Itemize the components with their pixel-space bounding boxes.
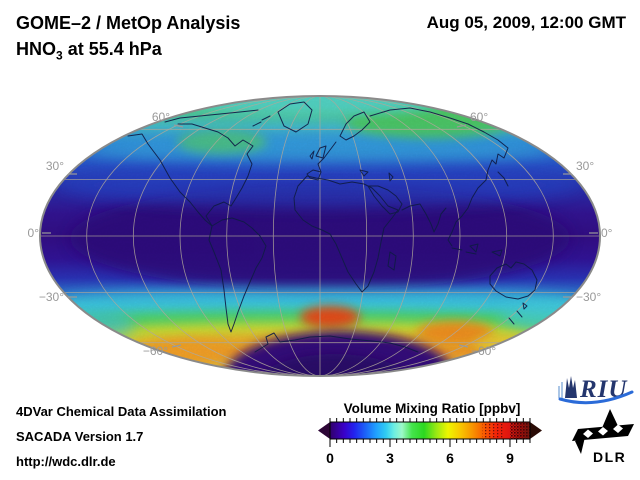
svg-text:0: 0: [326, 450, 334, 466]
timestamp: Aug 05, 2009, 12:00 GMT: [426, 13, 626, 32]
lat-label-30n-right: 30°: [576, 159, 594, 173]
dlr-logo-text: DLR: [593, 449, 626, 465]
riu-cathedral-icon: [558, 376, 577, 398]
colorbar-tick-labels: 0 3 6 9: [326, 450, 514, 466]
lat-label-60n-left: 60°: [152, 110, 170, 124]
colorbar-overflow-arrow: [530, 422, 542, 439]
graticule: [40, 96, 600, 376]
version-label: SACADA Version 1.7: [16, 429, 144, 444]
svg-text:3: 3: [386, 450, 394, 466]
lat-label-60s-left: −60°: [143, 344, 168, 358]
riu-logo-text: RIU: [579, 376, 628, 403]
lat-label-30s-right: −30°: [576, 290, 601, 304]
analysis-title: GOME–2 / MetOp Analysis: [16, 13, 241, 33]
wdc-url: http://wdc.dlr.de: [16, 454, 116, 469]
species-subscript: 3: [56, 48, 63, 63]
footer-credits: 4DVar Chemical Data Assimilation SACADA …: [16, 399, 227, 474]
lat-label-60s-right: −60°: [471, 344, 496, 358]
plot-title: GOME–2 / MetOp Analysis HNO3 at 55.4 hPa: [16, 10, 240, 69]
dlr-bird-icon: [572, 409, 634, 454]
riu-swoosh: [558, 390, 634, 405]
map-fill: [40, 96, 600, 376]
assimilation-label: 4DVar Chemical Data Assimilation: [16, 404, 227, 419]
svg-text:9: 9: [506, 450, 514, 466]
colorbar-title: Volume Mixing Ratio [ppbv]: [343, 401, 521, 416]
colorbar-gradient: [330, 422, 530, 439]
dlr-logo: DLR: [572, 409, 634, 465]
colorbar-ticks: [329, 418, 531, 447]
latitude-labels: 60° 60° 30° 30° 0° 0° −30° −30° −60° −60…: [28, 110, 613, 358]
lat-label-60n-right: 60°: [470, 110, 488, 124]
species-level-title: HNO3 at 55.4 hPa: [16, 39, 162, 63]
riu-logo: RIU: [558, 376, 634, 405]
colorbar: 0 3 6 9: [318, 418, 542, 466]
map-outline: [39, 95, 601, 377]
lat-label-30s-left: −30°: [39, 290, 64, 304]
svg-text:6: 6: [446, 450, 454, 466]
lat-label-eq-right: 0°: [601, 226, 613, 240]
coastlines: [127, 101, 538, 353]
colorbar-underflow-arrow: [318, 422, 330, 439]
lat-label-30n-left: 30°: [46, 159, 64, 173]
lat-label-eq-left: 0°: [28, 226, 40, 240]
latitude-ticks: [42, 124, 598, 348]
